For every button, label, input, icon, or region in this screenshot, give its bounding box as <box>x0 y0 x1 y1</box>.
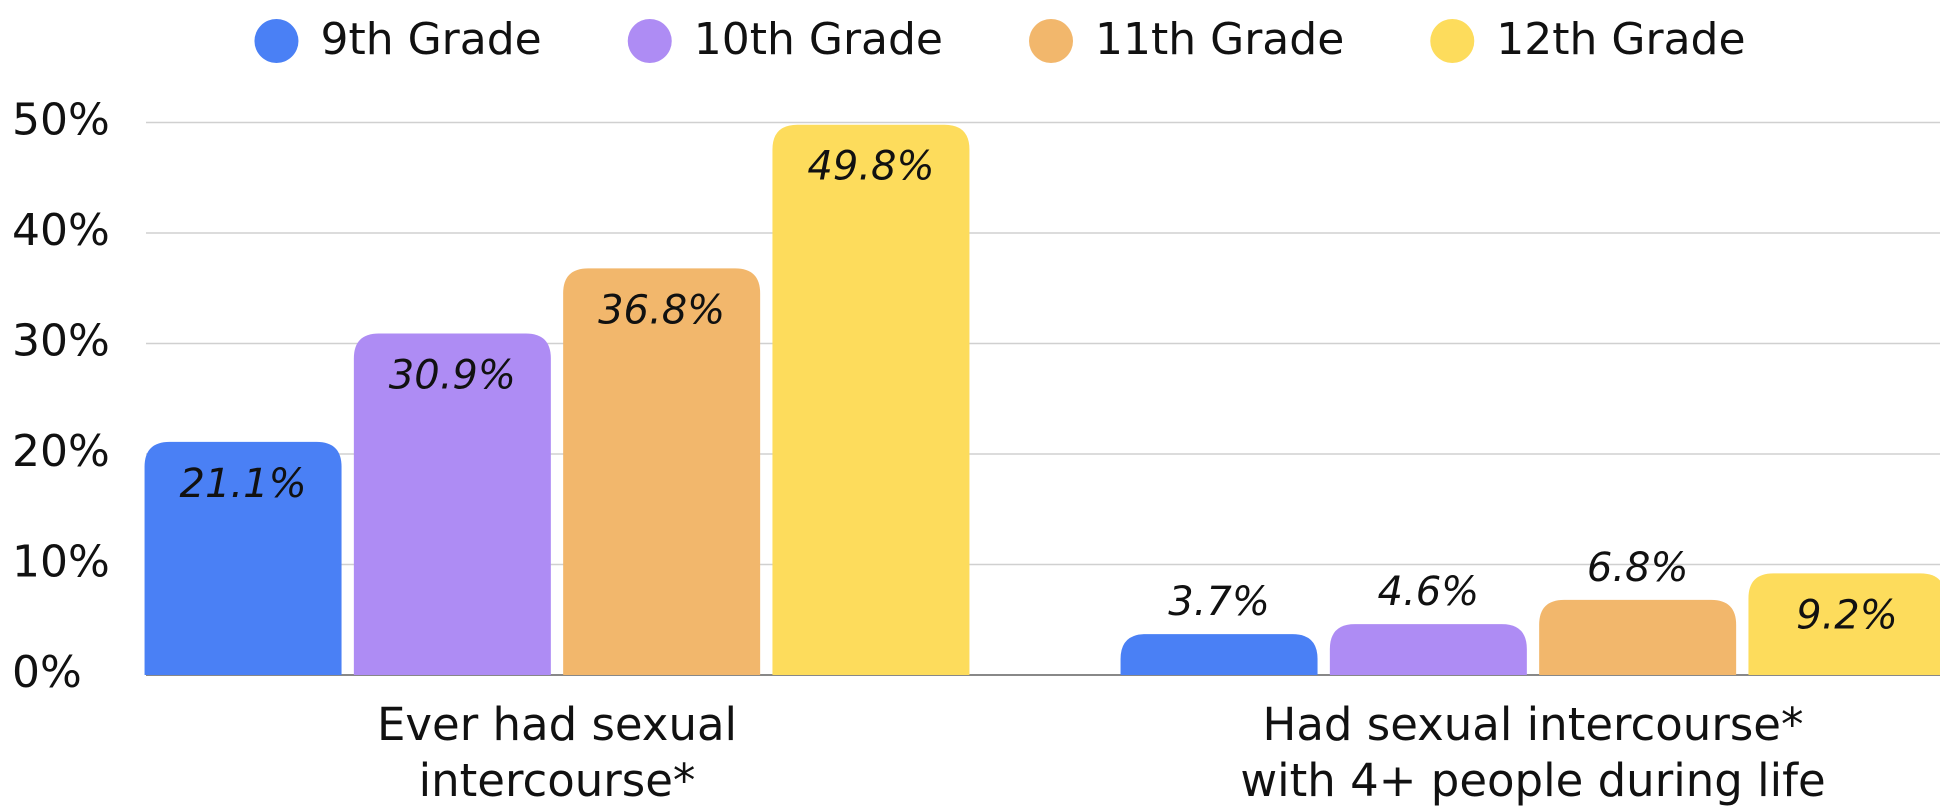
bar <box>144 441 342 675</box>
bar <box>1329 624 1527 675</box>
legend-swatch <box>627 19 672 63</box>
data-label: 30.9% <box>389 353 516 399</box>
legend-swatch <box>1029 19 1074 63</box>
bar <box>1748 573 1940 675</box>
data-label: 4.6% <box>1378 569 1480 615</box>
bar <box>563 268 761 675</box>
data-label: 36.8% <box>598 287 725 333</box>
y-tick-label: 20% <box>12 426 110 477</box>
x-tick-label: Ever had sexual intercourse* <box>376 698 738 807</box>
y-tick-label: 10% <box>12 537 110 588</box>
legend-label: 10th Grade <box>694 14 943 65</box>
bar <box>353 333 551 675</box>
y-tick-label: 50% <box>12 95 110 146</box>
legend-swatch <box>254 19 299 63</box>
data-label: 3.7% <box>1168 579 1270 625</box>
legend-label: 9th Grade <box>320 14 541 65</box>
y-tick-label: 0% <box>12 647 82 698</box>
data-label: 9.2% <box>1796 592 1898 638</box>
legend: 9th Grade 10th Grade 11th Grade 12th Grade <box>254 14 1746 65</box>
y-tick-label: 30% <box>12 316 110 367</box>
bar <box>772 124 970 675</box>
data-label: 49.8% <box>807 144 934 190</box>
data-label: 21.1% <box>180 461 307 507</box>
x-tick-label: Had sexual intercourse* with 4+ people d… <box>1240 698 1826 807</box>
bar <box>1120 634 1318 675</box>
legend-label: 12th Grade <box>1496 14 1745 65</box>
bar <box>1539 599 1737 675</box>
data-label: 6.8% <box>1587 545 1689 591</box>
legend-swatch <box>1430 19 1475 63</box>
y-tick-label: 40% <box>12 205 110 256</box>
legend-label: 11th Grade <box>1095 14 1344 65</box>
